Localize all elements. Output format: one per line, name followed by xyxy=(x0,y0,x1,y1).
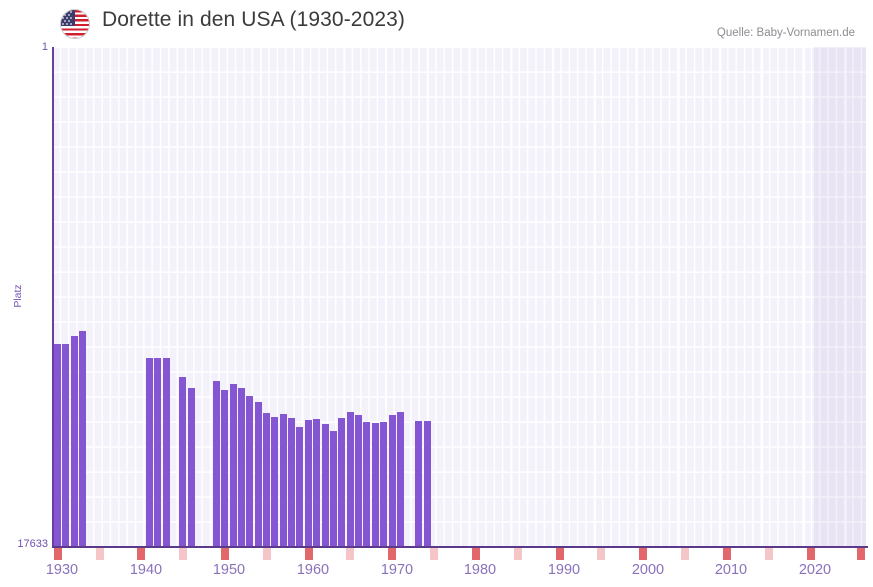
x-tick-strip xyxy=(52,548,868,560)
x-tick-major-2 xyxy=(221,548,230,560)
source-label: Quelle: Baby-Vornamen.de xyxy=(716,27,855,39)
bar-1967[interactable] xyxy=(371,423,379,547)
bar-1966[interactable] xyxy=(363,422,371,547)
x-tick-minor-1 xyxy=(179,548,188,560)
x-tick-major-10 xyxy=(857,548,866,560)
bar-1959[interactable] xyxy=(304,420,312,547)
page-title: Dorette in den USA (1930-2023) xyxy=(102,8,406,31)
us-flag-icon xyxy=(60,9,90,39)
bar-1973[interactable] xyxy=(415,421,423,547)
bar-1957[interactable] xyxy=(288,418,296,547)
bar-1953[interactable] xyxy=(254,402,262,547)
x-tick-minor-7 xyxy=(681,548,690,560)
x-tick-major-0 xyxy=(54,548,63,560)
bar-1974[interactable] xyxy=(423,421,431,547)
bar-1958[interactable] xyxy=(296,427,304,547)
x-tick-label-1980: 1980 xyxy=(463,562,497,578)
bar-1956[interactable] xyxy=(279,414,287,547)
bar-1944[interactable] xyxy=(179,377,187,547)
bar-1930[interactable] xyxy=(54,344,61,547)
bar-1948[interactable] xyxy=(212,381,220,547)
bar-1954[interactable] xyxy=(263,413,270,547)
x-tick-minor-8 xyxy=(765,548,774,560)
bar-1932[interactable] xyxy=(70,336,78,547)
bar-1965[interactable] xyxy=(355,415,362,547)
x-tick-major-5 xyxy=(472,548,481,560)
bar-1945[interactable] xyxy=(187,388,195,547)
x-tick-minor-6 xyxy=(597,548,606,560)
y-tick-label-top: 1 xyxy=(41,41,48,53)
x-tick-minor-3 xyxy=(346,548,355,560)
x-axis-line xyxy=(52,546,868,548)
x-tick-minor-4 xyxy=(430,548,439,560)
bar-1970[interactable] xyxy=(396,412,404,547)
bar-1969[interactable] xyxy=(388,415,396,547)
flag-stars xyxy=(61,10,75,26)
x-tick-major-3 xyxy=(305,548,314,560)
x-tick-minor-2 xyxy=(263,548,272,560)
x-tick-label-1950: 1950 xyxy=(212,562,246,578)
bar-1942[interactable] xyxy=(154,358,162,547)
plot-area xyxy=(52,47,866,547)
x-tick-label-1930: 1930 xyxy=(45,562,79,578)
bar-1963[interactable] xyxy=(338,418,346,547)
y-axis-labels: 1 17633 Platz xyxy=(0,0,48,587)
y-axis-title: Platz xyxy=(12,284,24,308)
x-tick-label-1960: 1960 xyxy=(296,562,330,578)
x-tick-label-2020: 2020 xyxy=(798,562,832,578)
x-tick-major-1 xyxy=(137,548,146,560)
bar-series xyxy=(52,47,866,547)
bar-1941[interactable] xyxy=(145,358,153,547)
x-tick-label-2010: 2010 xyxy=(714,562,748,578)
x-tick-label-1970: 1970 xyxy=(380,562,414,578)
x-tick-minor-0 xyxy=(96,548,105,560)
x-tick-label-1940: 1940 xyxy=(129,562,163,578)
bar-1962[interactable] xyxy=(329,431,337,547)
bar-1960[interactable] xyxy=(313,419,321,547)
x-tick-major-9 xyxy=(807,548,816,560)
x-tick-major-6 xyxy=(556,548,565,560)
x-tick-major-7 xyxy=(639,548,648,560)
bar-1961[interactable] xyxy=(321,424,329,547)
x-tick-label-2000: 2000 xyxy=(631,562,665,578)
grid-major xyxy=(52,47,866,547)
forecast-band xyxy=(814,47,866,547)
bar-1949[interactable] xyxy=(221,390,229,547)
bar-1933[interactable] xyxy=(79,331,87,547)
bar-1952[interactable] xyxy=(246,396,254,547)
bar-1931[interactable] xyxy=(62,344,70,547)
y-axis-line xyxy=(52,47,54,547)
y-tick-label-bottom: 17633 xyxy=(17,538,48,550)
bar-1950[interactable] xyxy=(229,384,237,547)
bar-1951[interactable] xyxy=(237,388,245,547)
x-tick-minor-5 xyxy=(514,548,523,560)
x-tick-label-1990: 1990 xyxy=(547,562,581,578)
bar-1964[interactable] xyxy=(346,412,354,547)
bar-1943[interactable] xyxy=(162,358,170,547)
bar-1968[interactable] xyxy=(380,422,388,547)
chart-header: Dorette in den USA (1930-2023) Quelle: B… xyxy=(0,0,873,46)
x-tick-major-4 xyxy=(388,548,397,560)
x-tick-major-8 xyxy=(723,548,732,560)
bar-1955[interactable] xyxy=(271,417,279,547)
